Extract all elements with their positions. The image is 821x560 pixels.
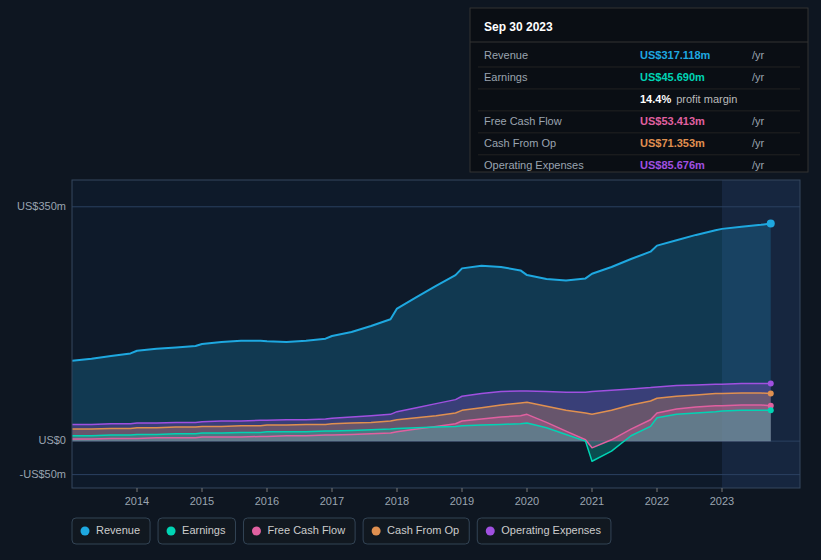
info-row-value: US$45.690m (640, 71, 705, 83)
info-row-unit: /yr (752, 71, 765, 83)
legend-item: Operating Expenses (477, 518, 611, 544)
legend-label: Operating Expenses (501, 524, 601, 536)
x-tick-label: 2019 (450, 495, 474, 507)
end-dot (768, 407, 774, 413)
end-dot (767, 220, 775, 228)
x-tick-label: 2021 (580, 495, 604, 507)
info-row-label: Revenue (484, 49, 528, 61)
info-row-divider (478, 132, 800, 133)
legend-box (243, 518, 355, 544)
info-row-label: Earnings (484, 71, 528, 83)
info-row-label: Operating Expenses (484, 159, 584, 171)
legend-item: Revenue (72, 518, 150, 544)
x-tick-label: 2017 (320, 495, 344, 507)
legend: Revenue Earnings Free Cash Flow Cash From O… (72, 518, 611, 544)
x-tick-label: 2018 (385, 495, 409, 507)
x-tick (592, 488, 593, 492)
legend-label: Free Cash Flow (267, 524, 345, 536)
end-dot (768, 391, 774, 397)
legend-swatch (81, 527, 90, 536)
x-tick (137, 488, 138, 492)
end-dot (768, 381, 774, 387)
info-row-unit: /yr (752, 137, 765, 149)
x-tick-label: 2016 (255, 495, 279, 507)
info-box-frame (470, 8, 808, 172)
info-row-divider (478, 154, 800, 155)
legend-swatch (486, 527, 495, 536)
area-line (72, 224, 771, 361)
y-tick-label: US$0 (38, 434, 66, 446)
x-tick (332, 488, 333, 492)
x-tick (722, 488, 723, 492)
background (0, 0, 821, 560)
x-tick (397, 488, 398, 492)
info-row-value: 14.4% (640, 93, 671, 105)
info-row-label: Free Cash Flow (484, 115, 562, 127)
info-box-title: Sep 30 2023 (484, 20, 553, 34)
x-tick-label: 2022 (645, 495, 669, 507)
plot-area (72, 180, 800, 488)
legend-item: Cash From Op (363, 518, 469, 544)
legend-label: Revenue (96, 524, 140, 536)
x-tick (267, 488, 268, 492)
legend-swatch (252, 527, 261, 536)
info-row-unit: /yr (752, 115, 765, 127)
legend-item: Earnings (158, 518, 235, 544)
area-fill (72, 224, 771, 442)
y-tick-label: -US$50m (20, 468, 66, 480)
x-tick (462, 488, 463, 492)
legend-box (158, 518, 235, 544)
info-box: Sep 30 2023 Revenue US$317.118m/yr Earnings… (470, 8, 808, 172)
plot-frame (72, 180, 800, 488)
y-tick-label: US$350m (17, 200, 66, 212)
area-line (72, 405, 771, 448)
area-fill (72, 410, 771, 461)
info-row-divider (478, 66, 800, 67)
x-tick (657, 488, 658, 492)
info-row-divider (478, 110, 800, 111)
info-row-value: US$71.353m (640, 137, 705, 149)
legend-label: Earnings (182, 524, 226, 536)
x-tick-label: 2023 (710, 495, 734, 507)
legend-item: Free Cash Flow (243, 518, 355, 544)
chart: US$350m US$0 -US$50m 2014 2015 2016 2017 2018 20… (0, 0, 821, 560)
area-line (72, 384, 771, 425)
info-row-unit: profit margin (676, 93, 737, 105)
legend-label: Cash From Op (387, 524, 459, 536)
legend-box (363, 518, 469, 544)
grid-line (72, 474, 800, 475)
legend-swatch (372, 527, 381, 536)
area-line (72, 410, 771, 461)
info-row-unit: /yr (752, 159, 765, 171)
info-box-divider (470, 42, 808, 43)
plot-background (72, 180, 800, 488)
info-row-value: US$85.676m (640, 159, 705, 171)
grid-line (72, 206, 800, 207)
x-tick-label: 2020 (515, 495, 539, 507)
x-tick (202, 488, 203, 492)
x-tick-label: 2014 (125, 495, 149, 507)
legend-box (72, 518, 150, 544)
info-row-value: US$53.413m (640, 115, 705, 127)
legend-box (477, 518, 611, 544)
x-tick-label: 2015 (190, 495, 214, 507)
legend-swatch (167, 527, 176, 536)
info-row-divider (478, 88, 800, 89)
info-row-value: US$317.118m (640, 49, 711, 61)
info-row-unit: /yr (752, 49, 765, 61)
info-row-label: Cash From Op (484, 137, 556, 149)
x-tick (527, 488, 528, 492)
